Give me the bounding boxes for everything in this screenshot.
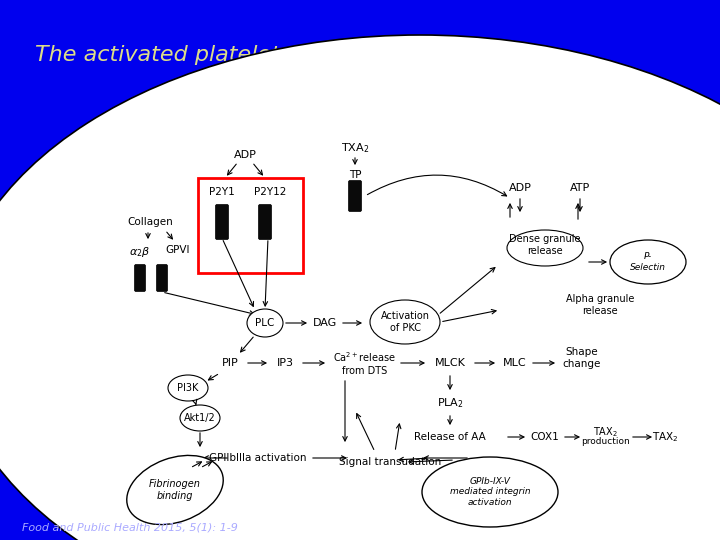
Ellipse shape — [507, 230, 583, 266]
Text: TP: TP — [348, 170, 361, 180]
Text: Collagen: Collagen — [127, 217, 173, 227]
Ellipse shape — [610, 240, 686, 284]
FancyBboxPatch shape — [156, 265, 168, 292]
Text: PLA$_2$: PLA$_2$ — [436, 396, 464, 410]
Text: Fibrinogen
binding: Fibrinogen binding — [149, 479, 201, 501]
Text: GPIb-IX-V
mediated integrin
activation: GPIb-IX-V mediated integrin activation — [450, 477, 531, 507]
Ellipse shape — [180, 405, 220, 431]
FancyBboxPatch shape — [258, 205, 271, 240]
Text: Shape
change: Shape change — [563, 347, 601, 369]
Text: Activation
of PKC: Activation of PKC — [380, 311, 430, 333]
Text: Food and Public Health 2015, 5(1): 1-9: Food and Public Health 2015, 5(1): 1-9 — [22, 522, 238, 532]
Text: P2Y1: P2Y1 — [209, 187, 235, 197]
Text: GPVI: GPVI — [166, 245, 190, 255]
Text: ATP: ATP — [570, 183, 590, 193]
Text: ADP: ADP — [508, 183, 531, 193]
Bar — [115, 135, 660, 515]
Text: PLC: PLC — [256, 318, 275, 328]
Text: IP3: IP3 — [276, 358, 294, 368]
Text: MLCK: MLCK — [435, 358, 465, 368]
Text: COX1: COX1 — [531, 432, 559, 442]
Text: Alpha granule
release: Alpha granule release — [566, 294, 634, 316]
Text: production: production — [580, 437, 629, 447]
Text: TXA$_2$: TXA$_2$ — [341, 141, 369, 155]
Ellipse shape — [370, 300, 440, 344]
Text: Ca$^{2+}$release
from DTS: Ca$^{2+}$release from DTS — [333, 350, 397, 376]
Text: The activated platelet (dendritic platelet): The activated platelet (dendritic platel… — [35, 45, 495, 65]
Bar — [198, 178, 303, 273]
Text: TAX$_2$: TAX$_2$ — [593, 425, 618, 439]
Text: Release of AA: Release of AA — [414, 432, 486, 442]
Text: Dense granule
release: Dense granule release — [509, 234, 581, 256]
Text: PIP: PIP — [222, 358, 238, 368]
Ellipse shape — [247, 309, 283, 337]
Text: P2Y12: P2Y12 — [254, 187, 286, 197]
FancyBboxPatch shape — [348, 180, 361, 212]
Ellipse shape — [127, 455, 223, 524]
Ellipse shape — [168, 375, 208, 401]
Text: TAX$_2$: TAX$_2$ — [652, 430, 678, 444]
Text: Signal transudation: Signal transudation — [339, 457, 441, 467]
FancyBboxPatch shape — [215, 205, 228, 240]
Ellipse shape — [0, 35, 720, 540]
Text: P-
Selectin: P- Selectin — [630, 252, 666, 272]
Text: PI3K: PI3K — [177, 383, 199, 393]
Ellipse shape — [422, 457, 558, 527]
Text: ADP: ADP — [233, 150, 256, 160]
Text: DAG: DAG — [313, 318, 337, 328]
Text: MLC: MLC — [503, 358, 527, 368]
Text: GPIIbIIIa activation: GPIIbIIIa activation — [210, 453, 307, 463]
Text: $\alpha_2\beta$: $\alpha_2\beta$ — [130, 245, 150, 259]
FancyBboxPatch shape — [135, 265, 145, 292]
Text: Akt1/2: Akt1/2 — [184, 413, 216, 423]
